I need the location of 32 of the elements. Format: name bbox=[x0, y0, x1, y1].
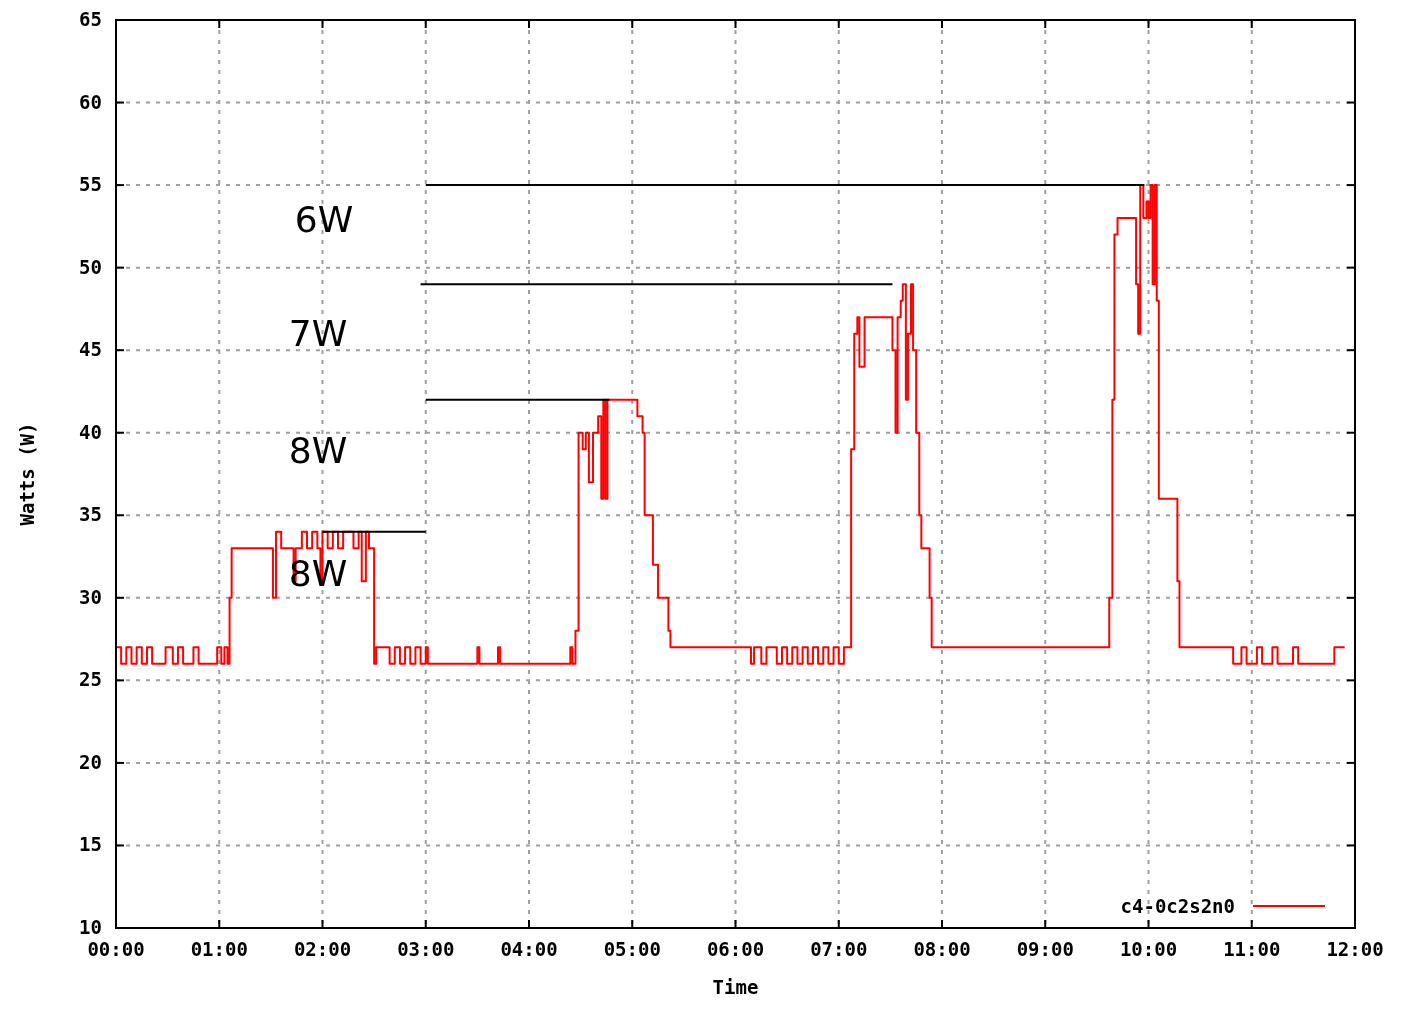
y-tick-label: 35 bbox=[79, 503, 102, 526]
annotation: 6W bbox=[294, 199, 354, 240]
y-tick-label: 30 bbox=[79, 585, 102, 608]
annotation: 8W bbox=[288, 430, 348, 471]
y-tick-label: 15 bbox=[79, 833, 102, 856]
annotation: 7W bbox=[288, 313, 348, 354]
y-tick-label: 65 bbox=[79, 8, 102, 30]
y-tick-label: 60 bbox=[79, 90, 102, 113]
y-tick-label: 55 bbox=[79, 173, 102, 196]
legend-label: c4-0c2s2n0 bbox=[1120, 895, 1235, 917]
x-tick-label: 03:00 bbox=[397, 938, 455, 960]
x-tick-label: 00:00 bbox=[87, 938, 145, 960]
x-tick-label: 07:00 bbox=[810, 938, 868, 960]
y-tick-label: 45 bbox=[79, 338, 102, 361]
x-tick-label: 01:00 bbox=[190, 938, 248, 960]
annotation: 8W bbox=[288, 553, 348, 594]
x-tick-label: 04:00 bbox=[500, 938, 558, 960]
x-tick-label: 02:00 bbox=[293, 938, 352, 960]
y-tick-label: 25 bbox=[79, 668, 102, 691]
y-tick-label: 10 bbox=[79, 916, 102, 938]
x-tick-label: 05:00 bbox=[603, 938, 661, 960]
x-tick-label: 12:00 bbox=[1326, 938, 1384, 960]
x-tick-label: 06:00 bbox=[706, 938, 765, 960]
x-axis-title: Time bbox=[712, 976, 759, 998]
x-tick-label: 11:00 bbox=[1223, 938, 1281, 960]
y-axis-title: Watts (W) bbox=[16, 422, 38, 526]
x-tick-label: 09:00 bbox=[1016, 938, 1074, 960]
y-tick-label: 50 bbox=[79, 255, 102, 278]
y-tick-label: 20 bbox=[79, 750, 102, 773]
x-tick-label: 08:00 bbox=[913, 938, 971, 960]
y-tick-label: 40 bbox=[79, 420, 102, 443]
x-tick-label: 10:00 bbox=[1119, 938, 1178, 960]
